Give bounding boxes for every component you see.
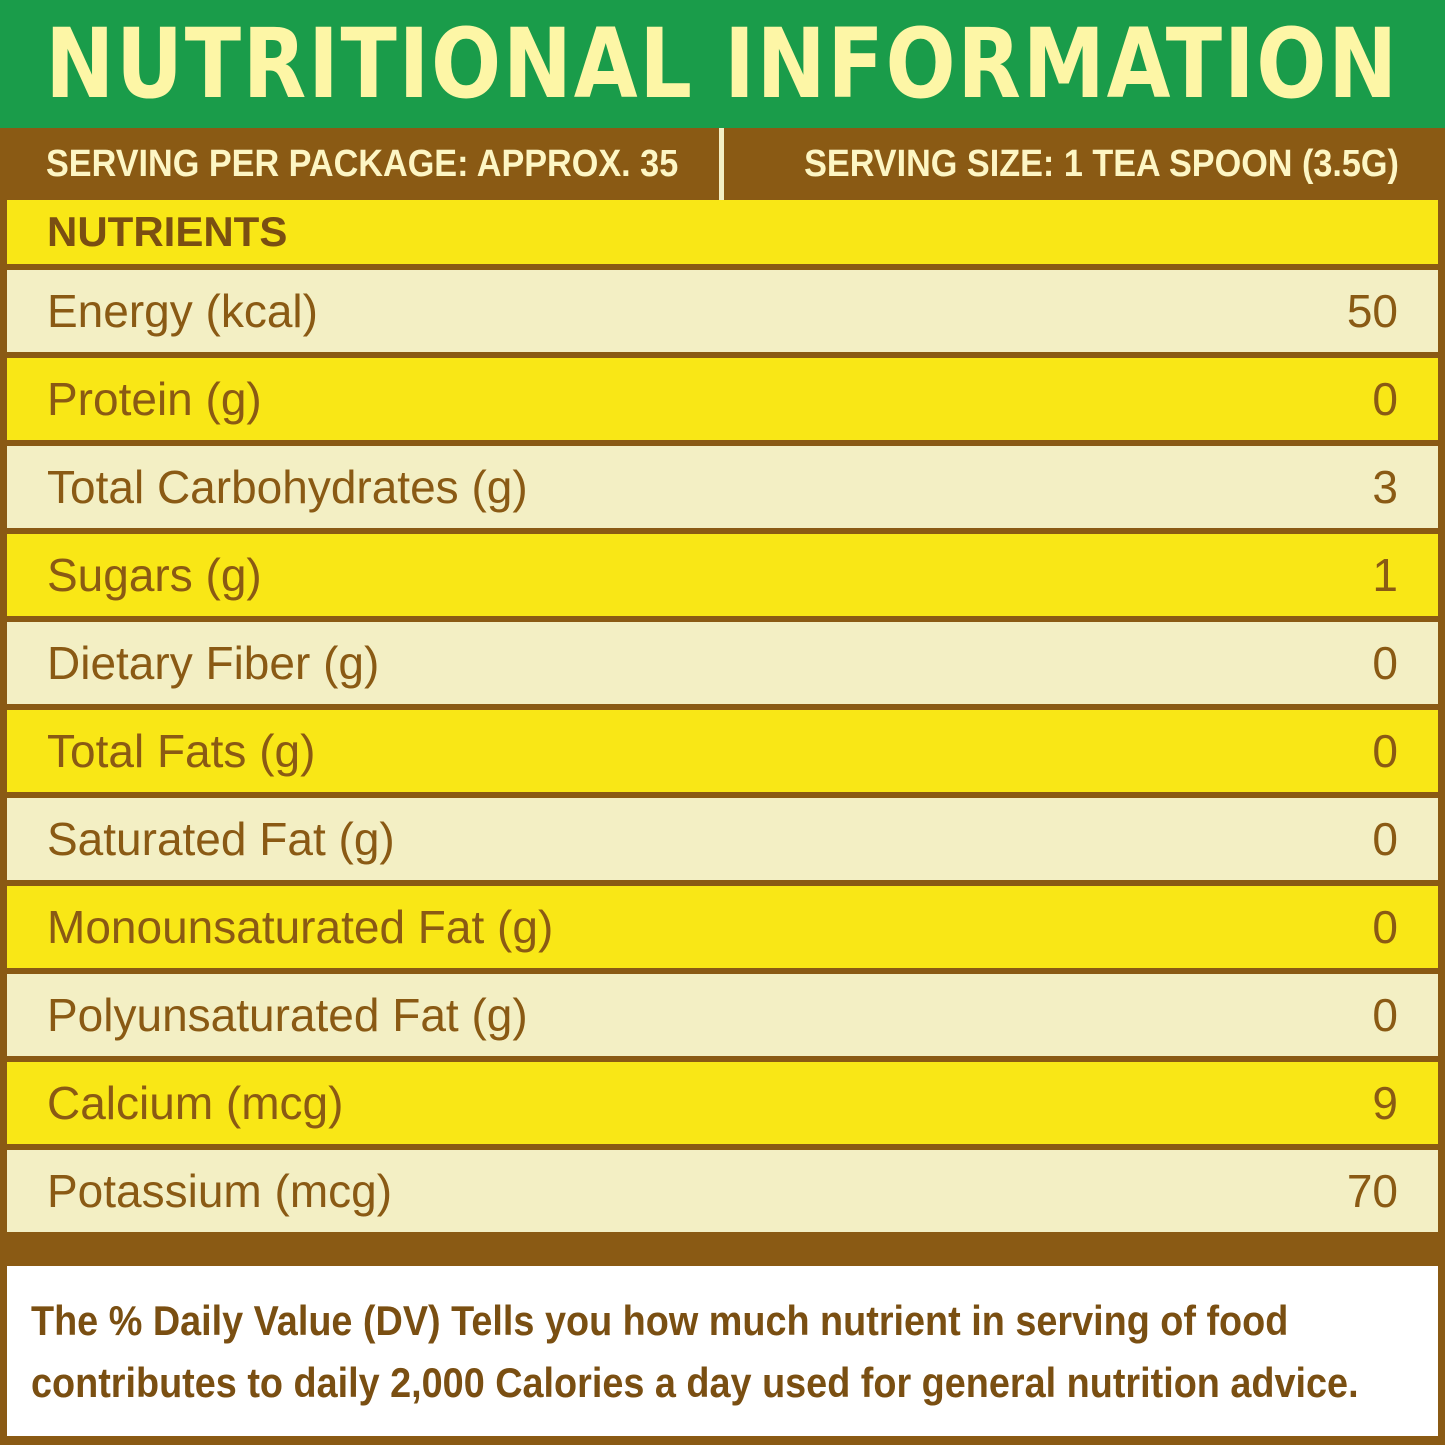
table-row: Protein (g) 0 (7, 358, 1438, 440)
table-row: Potassium (mcg) 70 (7, 1150, 1438, 1232)
nutrient-label: Monounsaturated Fat (g) (47, 901, 554, 953)
nutrient-value: 70 (1346, 1165, 1398, 1217)
nutrient-label: Calcium (mcg) (47, 1077, 344, 1129)
nutrient-label: Sugars (g) (47, 549, 262, 601)
nutrient-label: Protein (g) (47, 373, 262, 425)
nutrient-label: Dietary Fiber (g) (47, 637, 380, 689)
nutrient-label: Potassium (mcg) (47, 1165, 393, 1217)
serving-per-package-text: SERVING PER PACKAGE: APPROX. 35 (46, 142, 679, 185)
nutrients-header: NUTRIENTS (47, 208, 288, 255)
nutrient-value: 0 (1372, 901, 1398, 953)
page-title: NUTRITIONAL INFORMATION (45, 8, 1400, 120)
table-row: Polyunsaturated Fat (g) 0 (7, 974, 1438, 1056)
nutrient-value: 0 (1372, 373, 1398, 425)
nutrient-value: 1 (1372, 549, 1398, 601)
nutrient-label: Saturated Fat (g) (47, 813, 395, 865)
footnote-line-2: contributes to daily 2,000 Calories a da… (31, 1359, 1359, 1406)
title-bar: NUTRITIONAL INFORMATION (0, 0, 1445, 128)
nutrient-value: 3 (1372, 461, 1398, 513)
table-row: Total Carbohydrates (g) 3 (7, 446, 1438, 528)
nutrient-value: 0 (1372, 813, 1398, 865)
nutrient-label: Polyunsaturated Fat (g) (47, 989, 528, 1041)
nutrient-label: Energy (kcal) (47, 285, 318, 337)
nutrient-label: Total Carbohydrates (g) (47, 461, 528, 513)
daily-value-footnote: The % Daily Value (DV) Tells you how muc… (7, 1266, 1438, 1436)
table-row: Calcium (mcg) 9 (7, 1062, 1438, 1144)
nutrients-table: NUTRIENTS Energy (kcal) 50 Protein (g) 0… (7, 200, 1438, 1238)
table-row: Energy (kcal) 50 (7, 270, 1438, 352)
serving-bar: SERVING PER PACKAGE: APPROX. 35 SERVING … (0, 128, 1445, 200)
table-row: Sugars (g) 1 (7, 534, 1438, 616)
table-row: Monounsaturated Fat (g) 0 (7, 886, 1438, 968)
nutrient-value: 0 (1372, 637, 1398, 689)
table-row: Total Fats (g) 0 (7, 710, 1438, 792)
nutrient-label: Total Fats (g) (47, 725, 316, 777)
table-row: Dietary Fiber (g) 0 (7, 622, 1438, 704)
serving-size: SERVING SIZE: 1 TEA SPOON (3.5G) (738, 128, 1399, 200)
nutrients-header-row: NUTRIENTS (7, 200, 1438, 264)
serving-per-package: SERVING PER PACKAGE: APPROX. 35 (46, 128, 748, 200)
nutrient-value: 0 (1372, 989, 1398, 1041)
nutrient-value: 9 (1372, 1077, 1398, 1129)
nutrient-value: 50 (1346, 285, 1398, 337)
table-row: Saturated Fat (g) 0 (7, 798, 1438, 880)
footnote-line-1: The % Daily Value (DV) Tells you how muc… (31, 1297, 1289, 1344)
serving-divider (719, 128, 724, 200)
serving-size-text: SERVING SIZE: 1 TEA SPOON (3.5G) (804, 142, 1399, 185)
nutrient-value: 0 (1372, 725, 1398, 777)
